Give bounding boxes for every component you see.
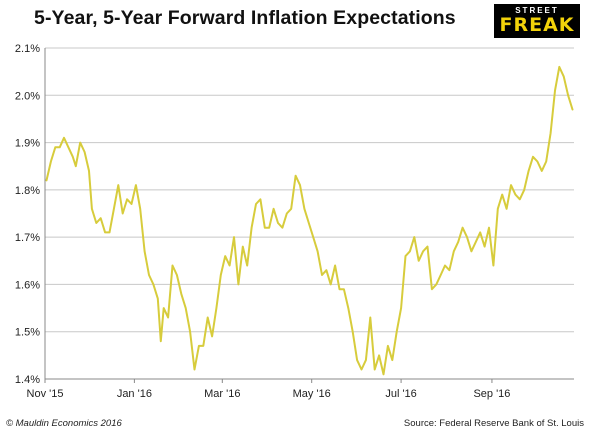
y-tick-label: 2.0% — [15, 90, 40, 102]
axes — [44, 48, 574, 383]
grid-lines — [45, 47, 574, 333]
x-tick-label: Nov '15 — [27, 388, 64, 400]
x-tick-label: Mar '16 — [204, 388, 240, 400]
street-freak-logo: STREET FREAK — [494, 4, 580, 38]
y-tick-label: 1.9% — [15, 138, 40, 150]
x-tick-label: Jan '16 — [117, 388, 152, 400]
x-tick-labels: Nov '15 Jan '16 Mar '16 May '16 Jul '16 Sep '… — [27, 388, 511, 400]
y-tick-labels: 1.4% 1.5% 1.6% 1.7% 1.8% 1.9% 2.0% 2.1% — [15, 43, 40, 386]
chart-title: 5-Year, 5-Year Forward Inflation Expecta… — [34, 7, 456, 29]
y-tick-label: 1.7% — [15, 232, 40, 244]
source-note: Source: Federal Reserve Bank of St. Loui… — [403, 418, 584, 429]
y-tick-label: 2.1% — [15, 43, 40, 55]
x-tick-label: Sep '16 — [473, 388, 510, 400]
logo-main-text: FREAK — [499, 14, 575, 36]
y-tick-label: 1.5% — [15, 327, 40, 339]
y-tick-label: 1.8% — [15, 185, 40, 197]
logo-top-text: STREET — [515, 6, 559, 15]
series-layer — [45, 65, 574, 376]
x-tick-label: May '16 — [293, 388, 331, 400]
x-tick-label: Jul '16 — [385, 388, 416, 400]
copyright-note: © Mauldin Economics 2016 — [6, 418, 122, 429]
y-tick-label: 1.6% — [15, 279, 40, 291]
y-tick-label: 1.4% — [15, 374, 40, 386]
series-line — [45, 65, 574, 376]
